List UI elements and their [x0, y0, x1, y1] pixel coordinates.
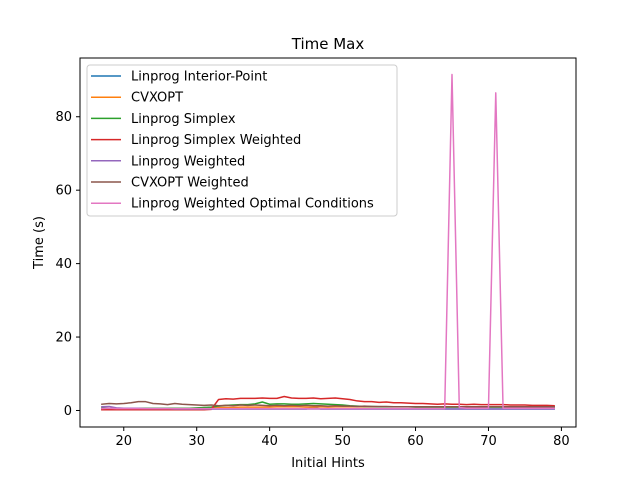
y-tick-label: 40 — [55, 257, 72, 272]
series-line-6 — [101, 400, 555, 408]
x-axis-ticks: 20 30 40 50 60 70 80 — [115, 427, 570, 449]
chart-title: Time Max — [291, 35, 365, 53]
x-tick-label: 50 — [334, 434, 351, 449]
axes-frame — [79, 57, 577, 428]
y-axis-label: Time (s) — [32, 216, 47, 270]
legend-label-6: CVXOPT Weighted — [131, 176, 249, 191]
legend-label-1: Linprog Interior-Point — [131, 70, 267, 85]
y-tick-label: 80 — [55, 110, 72, 125]
legend-label-7: Linprog Weighted Optimal Conditions — [131, 197, 374, 212]
legend-label-3: Linprog Simplex — [131, 112, 236, 127]
y-tick-label: 20 — [55, 331, 72, 346]
axes-layer — [79, 57, 577, 428]
x-tick-label: 20 — [115, 434, 132, 449]
x-tick-label: 70 — [480, 434, 497, 449]
x-tick-label: 30 — [188, 434, 205, 449]
series-layer — [101, 73, 555, 411]
y-tick-label: 60 — [55, 184, 72, 199]
x-axis-label: Initial Hints — [291, 456, 365, 471]
x-tick-label: 40 — [261, 434, 278, 449]
legend-label-2: CVXOPT — [131, 91, 183, 106]
legend: Linprog Interior-Point CVXOPT Linprog Simp… — [86, 64, 398, 217]
series-line-7 — [101, 73, 555, 410]
legend-box — [86, 64, 398, 217]
x-tick-label: 60 — [407, 434, 424, 449]
x-tick-label: 80 — [553, 434, 570, 449]
legend-label-4: Linprog Simplex Weighted — [131, 133, 301, 148]
y-tick-label: 0 — [64, 404, 72, 419]
legend-label-5: Linprog Weighted — [131, 154, 245, 169]
y-axis-ticks: 0 20 40 60 80 — [55, 110, 80, 419]
